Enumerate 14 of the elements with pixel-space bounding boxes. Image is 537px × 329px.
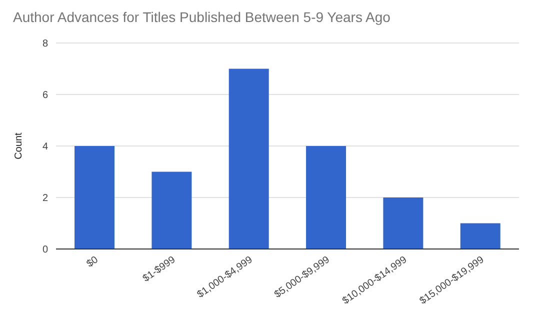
bar [383,198,424,249]
y-tick-label: 0 [42,244,48,256]
y-tick-label: 2 [42,193,48,204]
bar [228,68,269,249]
y-tick-label: 8 [42,38,48,50]
bar [74,146,115,249]
bar [460,223,500,249]
y-tick-label: 4 [42,142,48,153]
bar [306,146,346,249]
bar [152,172,192,249]
chart-title: Author Advances for Titles Published Between 5-9 Years Ago [13,9,390,25]
y-tick-label: 6 [42,90,48,102]
x-tick-label: $0 [84,254,101,270]
y-axis-title: Count [14,132,25,160]
